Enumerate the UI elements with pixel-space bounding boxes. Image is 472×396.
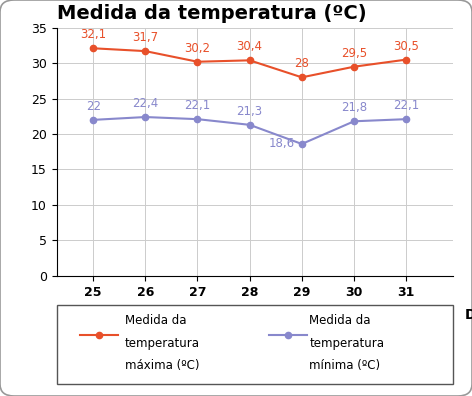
Text: 28: 28 [295, 57, 309, 70]
Text: 22,1: 22,1 [393, 99, 419, 112]
Text: 29,5: 29,5 [341, 47, 367, 60]
Text: 18,6: 18,6 [269, 137, 295, 150]
Text: temperatura: temperatura [309, 337, 384, 350]
Text: 22,1: 22,1 [185, 99, 211, 112]
Text: 21,8: 21,8 [341, 101, 367, 114]
Text: temperatura: temperatura [125, 337, 200, 350]
Text: 30,2: 30,2 [185, 42, 211, 55]
Text: 22,4: 22,4 [132, 97, 159, 110]
Text: mínima (ºC): mínima (ºC) [309, 359, 380, 372]
Text: 22: 22 [85, 100, 101, 113]
Text: 30,5: 30,5 [393, 40, 419, 53]
Text: Medida da temperatura (ºC): Medida da temperatura (ºC) [57, 4, 366, 23]
Text: Medida da: Medida da [309, 314, 371, 327]
Text: 31,7: 31,7 [132, 31, 159, 44]
Text: 30,4: 30,4 [236, 40, 262, 53]
Text: 32,1: 32,1 [80, 29, 106, 41]
Text: máxima (ºC): máxima (ºC) [125, 359, 200, 372]
Text: 21,3: 21,3 [236, 105, 263, 118]
Text: Dia: Dia [465, 308, 472, 322]
Text: Medida da: Medida da [125, 314, 186, 327]
